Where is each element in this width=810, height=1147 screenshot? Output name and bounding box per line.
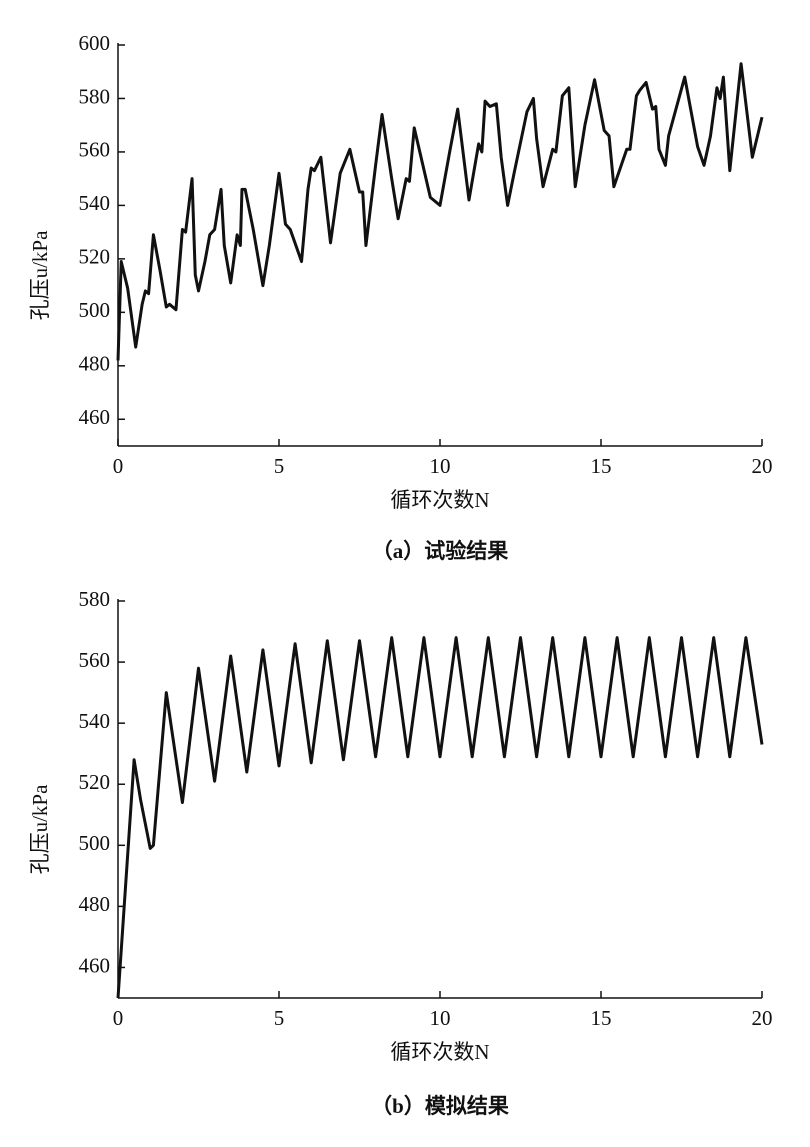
y-tick-label: 560 [79, 648, 111, 672]
x-tick-label: 5 [274, 454, 285, 478]
x-axis-label: 循环次数N [390, 488, 489, 512]
y-tick-label: 580 [79, 587, 111, 611]
y-axis-label: 孔压u/kPa [28, 230, 52, 321]
y-tick-label: 460 [79, 953, 111, 977]
y-tick-label: 500 [79, 298, 111, 322]
x-tick-label: 20 [752, 454, 773, 478]
y-tick-label: 600 [79, 31, 111, 55]
x-tick-label: 5 [274, 1006, 285, 1030]
y-tick-label: 540 [79, 709, 111, 733]
x-tick-label: 15 [591, 454, 612, 478]
x-tick-label: 10 [430, 454, 451, 478]
y-tick-label: 500 [79, 831, 111, 855]
y-tick-label: 560 [79, 138, 111, 162]
x-tick-label: 20 [752, 1006, 773, 1030]
x-tick-label: 15 [591, 1006, 612, 1030]
y-axis-label: 孔压u/kPa [28, 784, 52, 875]
x-tick-label: 0 [113, 1006, 124, 1030]
x-tick-label: 0 [113, 454, 124, 478]
y-tick-label: 580 [79, 84, 111, 108]
y-tick-label: 520 [79, 245, 111, 269]
data-line [116, 62, 764, 361]
x-tick-label: 10 [430, 1006, 451, 1030]
caption: （a）试验结果 [372, 539, 509, 563]
y-tick-label: 480 [79, 352, 111, 376]
y-tick-label: 460 [79, 405, 111, 429]
y-tick-label: 540 [79, 191, 111, 215]
x-axis-label: 循环次数N [390, 1040, 489, 1064]
data-line [116, 636, 764, 999]
y-tick-label: 520 [79, 770, 111, 794]
caption: （b）模拟结果 [371, 1094, 509, 1118]
y-tick-label: 480 [79, 892, 111, 916]
